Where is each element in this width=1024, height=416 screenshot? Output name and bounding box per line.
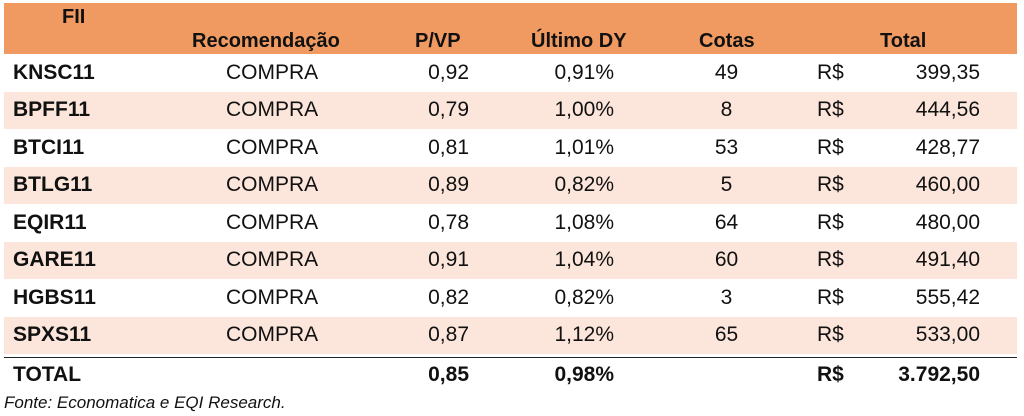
cell-ultimo-dy: 1,04% — [554, 248, 614, 272]
cell-total: 444,56 — [915, 98, 980, 122]
cell-total: 491,40 — [915, 248, 980, 272]
cell-total: 460,00 — [915, 173, 980, 197]
cell-cotas: 5 — [720, 173, 733, 197]
cell-pvp: 0,87 — [428, 323, 469, 347]
cell-currency: R$ — [817, 135, 844, 159]
header-ultimo-dy: Último DY — [531, 30, 627, 52]
cell-cotas: 60 — [714, 248, 739, 272]
cell-currency: R$ — [817, 173, 844, 197]
cell-fii: BTCI11 — [13, 135, 85, 159]
cell-currency: R$ — [817, 323, 844, 347]
total-pvp: 0,85 — [428, 362, 469, 386]
cell-pvp: 0,91 — [428, 248, 469, 272]
cell-recomendacao: COMPRA — [226, 98, 319, 122]
total-value: 3.792,50 — [898, 362, 980, 386]
cell-recomendacao: COMPRA — [226, 60, 319, 84]
cell-total: 555,42 — [915, 285, 980, 309]
table-row: GARE11 COMPRA 0,91 1,04% 60 R$ 491,40 — [4, 241, 1017, 279]
cell-cotas: 65 — [714, 323, 739, 347]
table-row: BTCI11 COMPRA 0,81 1,01% 53 R$ 428,77 — [4, 129, 1017, 167]
cell-currency: R$ — [817, 60, 844, 84]
cell-pvp: 0,82 — [428, 285, 469, 309]
cell-cotas: 49 — [714, 60, 739, 84]
total-row: TOTAL 0,85 0,98% R$ 3.792,50 — [4, 357, 1017, 391]
cell-recomendacao: COMPRA — [226, 285, 319, 309]
cell-ultimo-dy: 0,82% — [554, 285, 614, 309]
header-pvp: P/VP — [415, 30, 461, 52]
cell-ultimo-dy: 0,82% — [554, 173, 614, 197]
cell-ultimo-dy: 1,08% — [554, 210, 614, 234]
cell-fii: GARE11 — [13, 248, 96, 272]
cell-fii: EQIR11 — [13, 210, 87, 234]
header-total: Total — [880, 30, 927, 52]
cell-fii: BTLG11 — [13, 173, 93, 197]
table-body: KNSC11 COMPRA 0,92 0,91% 49 R$ 399,35 BPFF11 COM… — [4, 54, 1017, 354]
cell-cotas: 8 — [720, 98, 733, 122]
cell-total: 399,35 — [915, 60, 980, 84]
table-row: KNSC11 COMPRA 0,92 0,91% 49 R$ 399,35 — [4, 54, 1017, 92]
cell-ultimo-dy: 1,00% — [554, 98, 614, 122]
cell-ultimo-dy: 0,91% — [554, 60, 614, 84]
cell-recomendacao: COMPRA — [226, 210, 319, 234]
cell-fii: HGBS11 — [13, 285, 96, 309]
cell-ultimo-dy: 1,01% — [554, 135, 614, 159]
fii-recommendation-table: FII Recomendação P/VP Último DY Cotas To… — [4, 3, 1017, 391]
cell-total: 428,77 — [915, 135, 980, 159]
total-currency: R$ — [817, 362, 844, 386]
table-row: BTLG11 COMPRA 0,89 0,82% 5 R$ 460,00 — [4, 166, 1017, 204]
header-recomendacao: Recomendação — [192, 30, 340, 52]
cell-total: 480,00 — [915, 210, 980, 234]
header-fii: FII — [62, 6, 86, 28]
cell-recomendacao: COMPRA — [226, 323, 319, 347]
cell-cotas: 3 — [720, 285, 733, 309]
cell-cotas: 53 — [714, 135, 739, 159]
cell-currency: R$ — [817, 248, 844, 272]
cell-pvp: 0,92 — [428, 60, 469, 84]
total-label: TOTAL — [13, 362, 82, 386]
cell-pvp: 0,79 — [428, 98, 469, 122]
cell-currency: R$ — [817, 210, 844, 234]
cell-pvp: 0,78 — [428, 210, 469, 234]
cell-pvp: 0,81 — [428, 135, 469, 159]
table-header: FII Recomendação P/VP Último DY Cotas To… — [4, 3, 1017, 54]
table-row: BPFF11 COMPRA 0,79 1,00% 8 R$ 444,56 — [4, 91, 1017, 129]
source-note: Fonte: Economatica e EQI Research. — [4, 393, 286, 412]
total-dy: 0,98% — [554, 362, 614, 386]
cell-fii: KNSC11 — [13, 60, 95, 84]
cell-recomendacao: COMPRA — [226, 135, 319, 159]
cell-ultimo-dy: 1,12% — [554, 323, 614, 347]
cell-recomendacao: COMPRA — [226, 173, 319, 197]
header-cotas: Cotas — [699, 30, 755, 52]
table-row: SPXS11 COMPRA 0,87 1,12% 65 R$ 533,00 — [4, 316, 1017, 354]
table-row: EQIR11 COMPRA 0,78 1,08% 64 R$ 480,00 — [4, 204, 1017, 242]
table-row: HGBS11 COMPRA 0,82 0,82% 3 R$ 555,42 — [4, 279, 1017, 317]
cell-total: 533,00 — [915, 323, 980, 347]
cell-fii: SPXS11 — [13, 323, 92, 347]
cell-pvp: 0,89 — [428, 173, 469, 197]
cell-cotas: 64 — [714, 210, 739, 234]
cell-fii: BPFF11 — [13, 98, 91, 122]
cell-currency: R$ — [817, 285, 844, 309]
cell-currency: R$ — [817, 98, 844, 122]
cell-recomendacao: COMPRA — [226, 248, 319, 272]
